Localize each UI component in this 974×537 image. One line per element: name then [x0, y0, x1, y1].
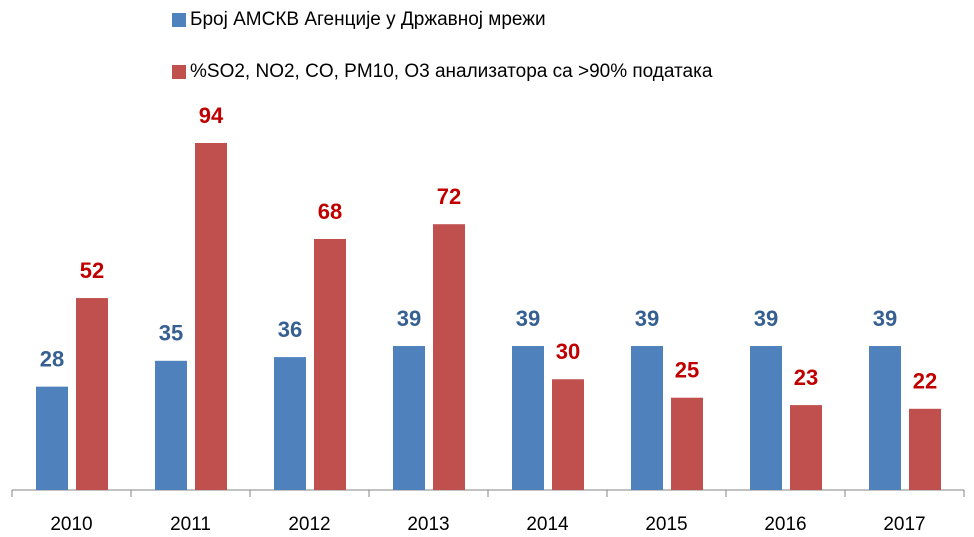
x-tick-label: 2016: [764, 514, 806, 535]
bar: [393, 346, 425, 490]
bar: [552, 379, 584, 490]
bar: [36, 386, 68, 490]
x-tick-label: 2013: [407, 514, 449, 535]
bar: [790, 405, 822, 490]
bar: [512, 346, 544, 490]
data-label: 39: [516, 306, 540, 331]
data-label: 72: [437, 184, 461, 209]
bar: [314, 238, 346, 490]
legend-swatch: [172, 65, 186, 79]
bar: [76, 298, 108, 490]
bar: [433, 224, 465, 490]
data-label: 23: [794, 365, 818, 390]
data-label: 39: [754, 306, 778, 331]
bar: [274, 357, 306, 490]
data-label: 39: [873, 306, 897, 331]
bar: [155, 360, 187, 490]
x-tick-label: 2014: [526, 514, 569, 535]
legend-swatch: [172, 13, 186, 27]
bar: [195, 143, 227, 490]
x-tick-label: 2011: [170, 514, 211, 535]
data-label: 30: [556, 339, 580, 364]
x-tick-label: 2010: [50, 514, 92, 535]
data-label: 52: [80, 258, 104, 283]
x-tick-label: 2015: [645, 514, 687, 535]
data-label: 36: [278, 317, 302, 342]
data-label: 28: [40, 346, 64, 371]
bar: [909, 408, 941, 490]
data-label: 68: [318, 199, 342, 224]
data-label: 39: [635, 306, 659, 331]
data-label: 22: [913, 369, 937, 394]
data-label: 94: [199, 103, 224, 128]
bar: [631, 346, 663, 490]
x-tick-label: 2017: [883, 514, 925, 535]
bar: [869, 346, 901, 490]
bar: [750, 346, 782, 490]
x-tick-label: 2012: [288, 514, 330, 535]
legend-label: Број АМСКВ Агенције у Државној мрежи: [190, 9, 546, 30]
legend-label: %SO2, NO2, CO, PM10, O3 анализатора са >…: [190, 61, 713, 82]
data-label: 39: [397, 306, 421, 331]
data-label: 25: [675, 358, 699, 383]
data-label: 35: [159, 321, 183, 346]
bar: [671, 397, 703, 490]
